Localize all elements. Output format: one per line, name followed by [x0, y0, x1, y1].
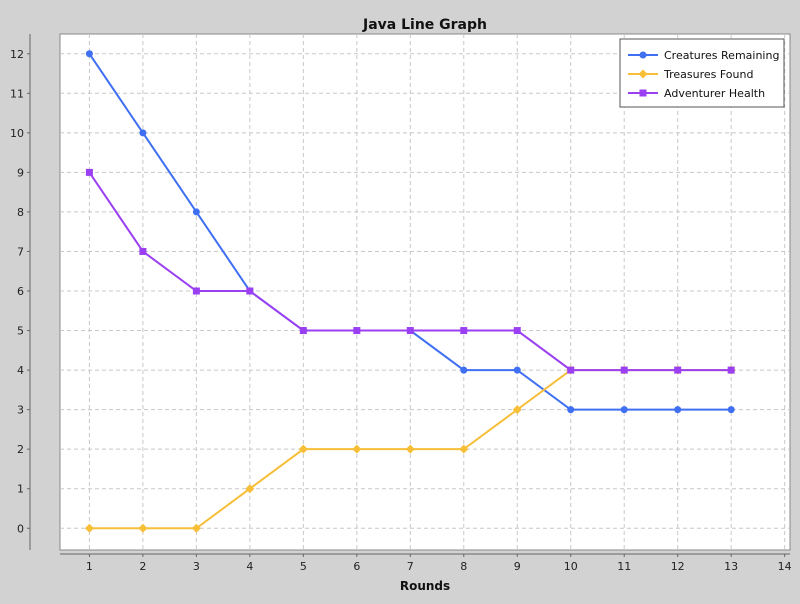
y-tick-label: 2: [17, 443, 24, 456]
data-point: [139, 247, 147, 255]
data-point: [674, 406, 682, 414]
x-tick-label: 7: [407, 560, 414, 573]
data-point: [459, 444, 469, 454]
data-point: [192, 287, 200, 295]
data-point: [352, 444, 362, 454]
data-point: [513, 327, 521, 335]
x-tick-label: 6: [353, 560, 360, 573]
y-tick-label: 6: [17, 285, 24, 298]
data-point: [727, 406, 735, 414]
data-point: [460, 327, 468, 335]
y-tick-label: 8: [17, 206, 24, 219]
data-point: [299, 327, 307, 335]
data-point: [620, 366, 628, 374]
data-point: [513, 366, 521, 374]
y-tick-label: 11: [10, 87, 24, 100]
data-point: [245, 484, 255, 494]
data-point: [85, 168, 93, 176]
x-tick-label: 11: [617, 560, 631, 573]
grid: [60, 34, 790, 550]
data-point: [674, 366, 682, 374]
y-tick-label: 9: [17, 166, 24, 179]
x-tick-label: 14: [778, 560, 792, 573]
data-point: [567, 406, 575, 414]
series-3: [85, 168, 735, 374]
x-tick-label: 12: [671, 560, 685, 573]
data-point: [353, 327, 361, 335]
y-tick-label: 7: [17, 245, 24, 258]
x-tick-label: 2: [139, 560, 146, 573]
legend-swatch-marker: [638, 69, 648, 79]
legend-item: Adventurer Health: [628, 87, 765, 100]
x-tick-label: 10: [564, 560, 578, 573]
legend-item: Creatures Remaining: [628, 49, 779, 62]
data-point: [138, 523, 148, 533]
legend-label: Adventurer Health: [664, 87, 765, 100]
y-tick-label: 4: [17, 364, 24, 377]
data-point: [727, 366, 735, 374]
legend-swatch-marker: [639, 51, 647, 59]
x-tick-label: 3: [193, 560, 200, 573]
data-point: [246, 287, 254, 295]
x-axis-label: Rounds: [400, 579, 450, 593]
data-point: [191, 523, 201, 533]
data-point: [567, 366, 575, 374]
legend-label: Creatures Remaining: [664, 49, 779, 62]
data-point: [512, 405, 522, 415]
legend: Creatures Remaining Treasures Found Advent…: [619, 38, 785, 108]
data-point: [460, 366, 468, 374]
series-layer: [84, 50, 736, 533]
plot-area: [59, 33, 791, 551]
y-tick-label: 1: [17, 483, 24, 496]
data-point: [620, 406, 628, 414]
x-tick-label: 13: [724, 560, 738, 573]
y-tick-label: 12: [10, 48, 24, 61]
y-tick-label: 10: [10, 127, 24, 140]
data-point: [84, 523, 94, 533]
data-point: [85, 50, 93, 58]
legend-swatch-marker: [639, 89, 647, 97]
y-tick-label: 5: [17, 325, 24, 338]
y-tick-label: 3: [17, 404, 24, 417]
y-tick-label: 0: [17, 522, 24, 535]
chart-title: Java Line Graph: [362, 17, 487, 33]
data-point: [298, 444, 308, 454]
x-tick-label: 5: [300, 560, 307, 573]
data-point: [406, 327, 414, 335]
x-tick-label: 8: [460, 560, 467, 573]
data-point: [192, 208, 200, 216]
legend-label: Treasures Found: [663, 68, 753, 81]
legend-item: Treasures Found: [628, 68, 753, 81]
x-tick-label: 9: [514, 560, 521, 573]
data-point: [139, 129, 147, 137]
x-tick-label: 4: [246, 560, 253, 573]
x-tick-label: 1: [86, 560, 93, 573]
data-point: [405, 444, 415, 454]
